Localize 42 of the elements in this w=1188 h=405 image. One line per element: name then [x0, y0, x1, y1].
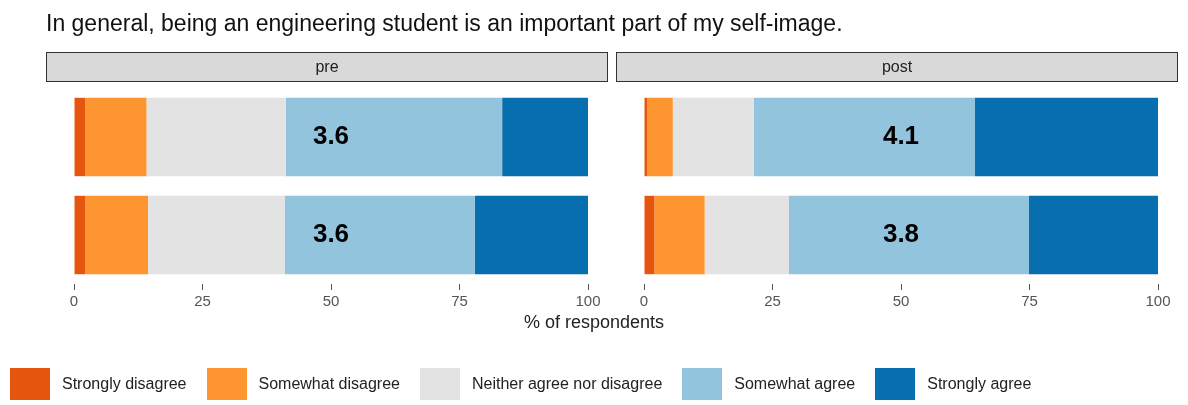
bar — [644, 195, 655, 275]
bar — [502, 97, 588, 177]
legend-label: Neither agree nor disagree — [471, 375, 663, 393]
bar — [474, 195, 588, 275]
x-tick-label: 0 — [69, 292, 79, 310]
annotation: 3.6 — [312, 120, 350, 151]
x-tick-label: 50 — [892, 292, 910, 310]
bar — [975, 97, 1158, 177]
bar — [654, 195, 705, 275]
bar — [754, 97, 976, 177]
legend-label: Strongly agree — [927, 375, 1032, 393]
bar — [285, 97, 503, 177]
x-tick-label: 75 — [1021, 292, 1038, 310]
chart-title: In general, being an engineering student is an important part of my self-image. — [46, 10, 843, 37]
x-axis-title: % of respondents — [522, 312, 666, 333]
annotation: 4.1 — [882, 120, 920, 151]
x-tick-label: 0 — [639, 292, 649, 310]
x-tick-label: 100 — [1145, 292, 1171, 310]
bar — [85, 97, 147, 177]
annotation: 3.6 — [312, 218, 350, 249]
legend-label: Strongly disagree — [62, 375, 187, 393]
bar — [647, 97, 673, 177]
bar — [1028, 195, 1158, 275]
legend-label: Somewhat disagree — [258, 375, 400, 393]
x-tick-label: 25 — [194, 292, 211, 310]
legend-label: Somewhat agree — [734, 375, 856, 393]
bar — [704, 195, 789, 275]
bar — [146, 97, 286, 177]
bar — [74, 195, 86, 275]
x-tick-label: 100 — [575, 292, 601, 310]
bar — [672, 97, 754, 177]
bar — [788, 195, 1029, 275]
x-tick-label: 75 — [451, 292, 468, 310]
bar — [148, 195, 285, 275]
bar — [85, 195, 149, 275]
annotation: 3.8 — [882, 218, 920, 249]
x-tick-label: 50 — [322, 292, 340, 310]
bar — [284, 195, 475, 275]
chart-subtitle: pre — [46, 52, 608, 82]
x-tick-label: 25 — [764, 292, 781, 310]
chart-subtitle: post — [616, 52, 1178, 82]
bar — [74, 97, 86, 177]
